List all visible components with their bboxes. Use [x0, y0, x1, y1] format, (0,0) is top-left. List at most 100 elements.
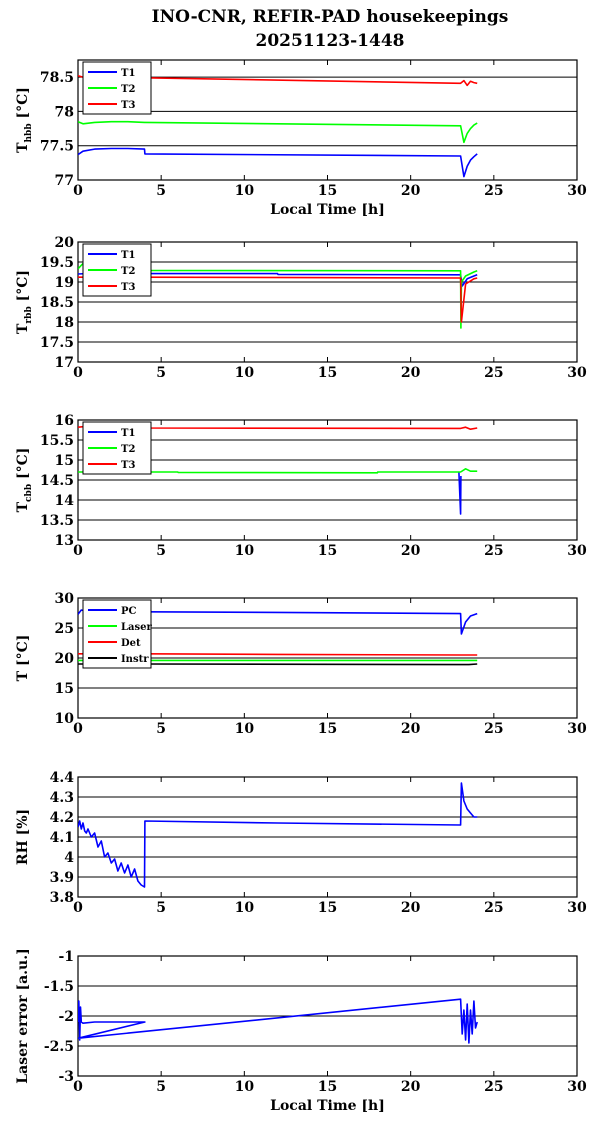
y-tick-label: -3 — [58, 1069, 74, 1085]
y-tick-label: 14.5 — [40, 473, 74, 489]
x-tick-label: 20 — [401, 183, 421, 199]
x-tick-label: 5 — [156, 543, 166, 559]
x-tick-label: 5 — [156, 721, 166, 737]
x-tick-label: 20 — [401, 900, 421, 916]
x-axis-label: Local Time [h] — [270, 202, 385, 218]
y-tick-label: 20 — [55, 651, 75, 667]
y-axis-label: Thbb [°C] — [15, 87, 34, 153]
y-tick-label: 18 — [55, 315, 74, 331]
plot-frame — [77, 59, 578, 181]
x-tick-label: 25 — [484, 183, 503, 199]
legend-box — [82, 599, 152, 669]
y-axis-label: Laser error [a.u.] — [15, 948, 31, 1083]
x-tick-label: 15 — [318, 1079, 337, 1095]
y-tick-label: 4.4 — [50, 770, 75, 786]
y-tick-label: 78.5 — [40, 70, 74, 86]
y-tick-label: 78 — [55, 104, 74, 120]
legend-label: T2 — [121, 266, 135, 277]
legend-label: T1 — [121, 428, 135, 439]
x-tick-label: 0 — [73, 183, 83, 199]
y-tick-label: 4.1 — [50, 830, 74, 846]
plot-frame — [77, 776, 578, 898]
y-tick-label: 25 — [55, 621, 74, 637]
x-tick-label: 0 — [73, 721, 83, 737]
plot-frame — [77, 597, 578, 719]
x-tick-label: 15 — [318, 900, 337, 916]
y-tick-label: 14 — [55, 493, 75, 509]
series-line-t1 — [78, 147, 478, 178]
x-tick-label: 20 — [401, 365, 421, 381]
x-tick-label: 20 — [401, 721, 421, 737]
x-tick-label: 5 — [156, 183, 166, 199]
x-tick-label: 5 — [156, 900, 166, 916]
legend-label: Instr — [121, 654, 149, 665]
legend-label: T2 — [121, 84, 135, 95]
y-tick-label: 18.5 — [40, 295, 74, 311]
chart-panel-temps: 10 15 20 25 30 0 5 10 15 20 25 30 T [°C] PC Laser Det In… — [15, 591, 587, 737]
panels-group: 77 77.5 78 78.5 0 5 10 15 20 25 30 Thbb [°C] Local T… — [15, 59, 587, 1114]
y-tick-label: 16 — [55, 413, 74, 429]
y-tick-label: 19.5 — [40, 255, 74, 271]
x-tick-label: 30 — [567, 721, 587, 737]
x-tick-label: 10 — [235, 365, 255, 381]
x-tick-label: 10 — [235, 900, 255, 916]
y-tick-label: 3.8 — [50, 890, 74, 906]
x-tick-label: 0 — [73, 365, 83, 381]
series-line-t2 — [78, 120, 478, 144]
x-tick-label: 10 — [235, 543, 255, 559]
chart-panel-rh: 3.8 3.9 4 4.1 4.2 4.3 4.4 0 5 10 15 20 25 30 RH [%] — [15, 770, 587, 916]
x-tick-label: 30 — [567, 365, 587, 381]
x-tick-label: 20 — [401, 543, 421, 559]
y-tick-label: -1 — [58, 949, 74, 965]
x-tick-label: 30 — [567, 1079, 587, 1095]
chart-panel-hbb: 77 77.5 78 78.5 0 5 10 15 20 25 30 Thbb [°C] Local T… — [15, 59, 587, 218]
x-tick-label: 25 — [484, 365, 503, 381]
x-tick-label: 10 — [235, 183, 255, 199]
legend-label: T3 — [121, 282, 135, 293]
y-tick-label: 15.5 — [40, 433, 74, 449]
legend-label: Laser — [121, 622, 153, 633]
y-tick-label: 20 — [55, 235, 75, 251]
x-tick-label: 20 — [401, 1079, 421, 1095]
y-tick-label: 10 — [55, 711, 75, 727]
y-tick-label: -1.5 — [44, 979, 74, 995]
y-axis-label: Tcbb [°C] — [15, 448, 34, 513]
y-tick-label: 4 — [64, 850, 74, 866]
x-tick-label: 30 — [567, 183, 587, 199]
x-tick-label: 15 — [318, 721, 337, 737]
x-tick-label: 30 — [567, 543, 587, 559]
y-tick-label: 4.2 — [50, 810, 74, 826]
x-tick-label: 25 — [484, 900, 503, 916]
y-tick-label: 77.5 — [40, 139, 74, 155]
x-tick-label: 10 — [235, 721, 255, 737]
series-group — [78, 998, 478, 1044]
y-tick-label: -2.5 — [44, 1039, 74, 1055]
figure-title-line2: 20251123-1448 — [256, 31, 405, 51]
legend-label: T2 — [121, 444, 135, 455]
y-axis-label: RH [%] — [15, 809, 31, 865]
series-line-main — [78, 998, 478, 1044]
legend-label: Det — [121, 638, 141, 649]
legend-label: T3 — [121, 100, 135, 111]
series-line-main — [78, 782, 478, 888]
y-tick-label: 13 — [55, 533, 74, 549]
x-tick-label: 25 — [484, 543, 503, 559]
x-axis-label: Local Time [h] — [270, 1098, 385, 1114]
y-tick-label: 13.5 — [40, 513, 74, 529]
y-tick-label: 4.3 — [50, 790, 74, 806]
x-tick-label: 0 — [73, 900, 83, 916]
chart-panel-laser: -3 -2.5 -2 -1.5 -1 0 5 10 15 20 25 30 Laser error [a… — [15, 948, 587, 1114]
legend-label: T1 — [121, 250, 135, 261]
y-tick-label: 17.5 — [40, 335, 74, 351]
x-tick-label: 15 — [318, 183, 337, 199]
figure-title-line1: INO-CNR, REFIR-PAD housekeepings — [152, 7, 509, 27]
x-tick-label: 30 — [567, 900, 587, 916]
y-tick-label: 30 — [55, 591, 75, 607]
y-tick-label: 15 — [55, 681, 74, 697]
y-tick-label: 19 — [55, 275, 74, 291]
y-tick-label: 17 — [55, 355, 74, 371]
x-tick-label: 5 — [156, 365, 166, 381]
y-tick-label: -2 — [58, 1009, 74, 1025]
series-line-t1 — [458, 471, 462, 515]
chart-panel-rbb: 17 17.5 18 18.5 19 19.5 20 0 5 10 15 20 25 30 Trbb [°C… — [15, 235, 587, 381]
